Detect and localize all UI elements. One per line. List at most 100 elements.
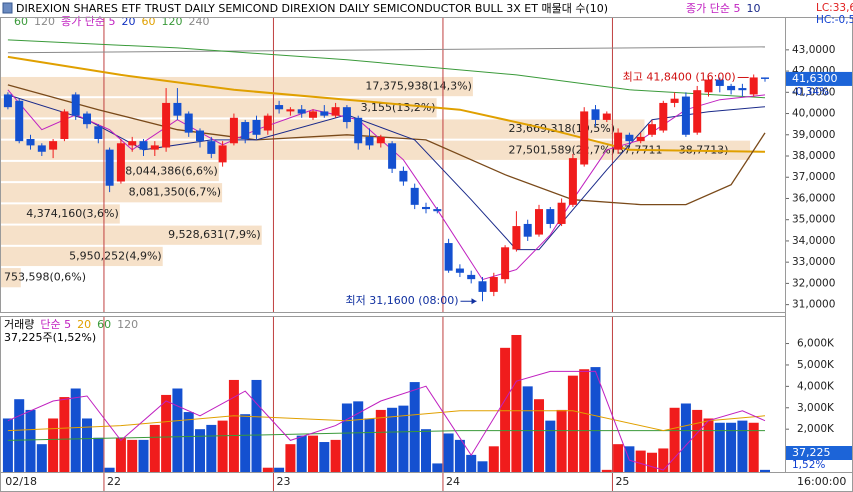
volume-bar bbox=[511, 334, 522, 472]
legend-item: 60 bbox=[141, 15, 155, 28]
y-tick-label: 43,0000 bbox=[792, 44, 835, 56]
volume-bar bbox=[375, 409, 386, 472]
candle-body bbox=[252, 119, 261, 135]
candle-body bbox=[354, 117, 363, 144]
volume-bar bbox=[115, 437, 126, 472]
volume-bar bbox=[726, 422, 737, 472]
volume-bar bbox=[364, 418, 375, 472]
candle-body bbox=[681, 96, 690, 135]
volume-bar bbox=[25, 409, 36, 472]
candle-body bbox=[546, 209, 555, 224]
volume-profile: 753,598(0,6%) 5,950,252(4,9%) 9,528,631(7,… bbox=[1, 76, 751, 288]
volume-bar bbox=[70, 388, 81, 472]
legend-item: 120 bbox=[34, 15, 55, 28]
volume-bar bbox=[274, 467, 285, 472]
volume-bar bbox=[556, 409, 567, 472]
volume-bar bbox=[14, 399, 25, 472]
volume-bar bbox=[59, 397, 70, 472]
volume-bar bbox=[737, 420, 748, 472]
volume-bar bbox=[680, 403, 691, 472]
volume-bar bbox=[454, 439, 465, 472]
volume-bar bbox=[466, 454, 477, 472]
x-tick-label: 25 bbox=[615, 475, 629, 488]
y-tick-label: 32,0000 bbox=[792, 277, 835, 289]
candle-body bbox=[320, 111, 329, 116]
hc-label: HC:-0,50 bbox=[816, 14, 853, 26]
profile-bar bbox=[1, 119, 645, 139]
legend-item: 20 bbox=[121, 15, 135, 28]
volume-bar bbox=[488, 446, 499, 472]
legend-item: 60 bbox=[97, 318, 111, 331]
volume-bar bbox=[658, 448, 669, 472]
y-tick-label: 4,000K bbox=[797, 380, 835, 392]
candle-body bbox=[602, 113, 611, 120]
high-annotation: 최고 41,8400 (16:00) bbox=[623, 70, 736, 83]
candle-body bbox=[229, 117, 238, 144]
candle-body bbox=[738, 88, 747, 91]
candle-body bbox=[309, 111, 318, 118]
y-tick-label: 34,0000 bbox=[792, 235, 835, 247]
profile-label: 23,669,318(19,5%) bbox=[508, 122, 615, 135]
volume-bar bbox=[2, 418, 13, 472]
candle-body bbox=[207, 141, 216, 154]
volume-bar bbox=[601, 469, 612, 472]
candle-body bbox=[275, 105, 284, 110]
y-tick-label: 38,0000 bbox=[792, 150, 835, 162]
y-tick-label: 41,0000 bbox=[792, 86, 835, 98]
y-tick-label: 35,0000 bbox=[792, 214, 835, 226]
volume-bar bbox=[251, 379, 262, 472]
candle-body bbox=[410, 187, 419, 205]
last-volume: 37,225 bbox=[792, 446, 831, 459]
volume-bar bbox=[500, 347, 511, 472]
axes bbox=[103, 18, 789, 491]
volume-bar bbox=[104, 467, 115, 472]
volume-bar bbox=[443, 433, 454, 472]
candle-body bbox=[26, 139, 35, 146]
volume-bar bbox=[127, 439, 138, 472]
candle-body bbox=[693, 90, 702, 133]
volume-bar bbox=[387, 407, 398, 472]
candle-body bbox=[422, 206, 431, 210]
profile-bar bbox=[1, 76, 473, 97]
volume-bar bbox=[647, 452, 658, 472]
candle-body bbox=[342, 107, 351, 123]
volume-bar bbox=[138, 439, 149, 472]
candle-body bbox=[512, 226, 521, 250]
ma-line bbox=[7, 430, 765, 441]
candle-body bbox=[704, 79, 713, 93]
candle-body bbox=[614, 132, 623, 150]
candle-body bbox=[286, 109, 295, 112]
candle-body bbox=[715, 79, 724, 86]
volume-bar bbox=[421, 429, 432, 472]
candle-body bbox=[444, 243, 453, 271]
legend-item: 120 bbox=[161, 15, 182, 28]
candle-body bbox=[399, 170, 408, 182]
low-arrow-head bbox=[471, 298, 477, 305]
ma-line bbox=[7, 410, 766, 432]
profile-bar bbox=[1, 183, 223, 203]
y-tick-label: 37,0000 bbox=[792, 171, 835, 183]
candle-body bbox=[263, 115, 272, 131]
profile-label: 17,375,938(14,3%) bbox=[365, 80, 472, 93]
volume-bar bbox=[714, 422, 725, 472]
volume-bar bbox=[183, 412, 194, 472]
volume-bar bbox=[206, 424, 217, 472]
volume-bar bbox=[398, 405, 409, 472]
profile-bar bbox=[1, 246, 163, 267]
volume-bar bbox=[477, 461, 488, 472]
volume-bar bbox=[36, 444, 47, 472]
candle-body bbox=[331, 107, 340, 116]
profile-label: 8,044,386(6,6%) bbox=[125, 165, 218, 178]
volume-bar bbox=[692, 409, 703, 472]
last-price: 41,6300 bbox=[792, 72, 838, 85]
legend-item: 20 bbox=[77, 318, 91, 331]
volume-bar bbox=[748, 422, 759, 472]
legend-item: 종가 단순 5 bbox=[61, 15, 115, 28]
candle-body bbox=[760, 77, 769, 79]
volume-bar bbox=[669, 407, 680, 472]
candle-body bbox=[523, 223, 532, 237]
profile-label: 8,081,350(6,7%) bbox=[129, 186, 222, 199]
y-tick-label: 6,000K bbox=[797, 338, 835, 350]
volume-bar bbox=[432, 463, 443, 472]
